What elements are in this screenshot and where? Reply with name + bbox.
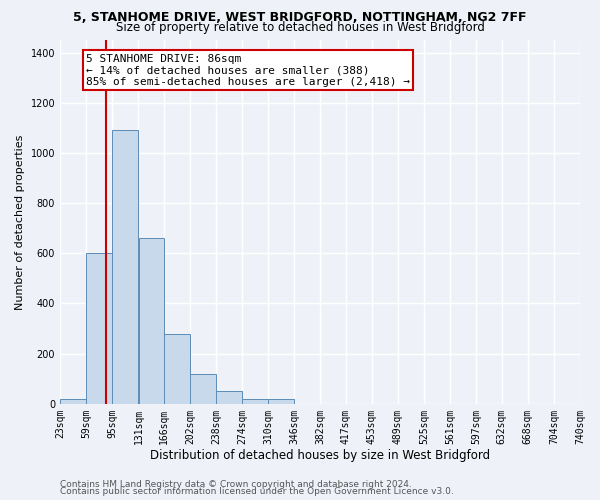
- Bar: [190, 374, 216, 404]
- Bar: [60, 399, 86, 404]
- Text: Contains public sector information licensed under the Open Government Licence v3: Contains public sector information licen…: [60, 487, 454, 496]
- Bar: [242, 399, 268, 404]
- Bar: [268, 399, 294, 404]
- Bar: [139, 238, 164, 404]
- Text: Size of property relative to detached houses in West Bridgford: Size of property relative to detached ho…: [116, 22, 484, 35]
- X-axis label: Distribution of detached houses by size in West Bridgford: Distribution of detached houses by size …: [150, 450, 490, 462]
- Text: Contains HM Land Registry data © Crown copyright and database right 2024.: Contains HM Land Registry data © Crown c…: [60, 480, 412, 489]
- Text: 5, STANHOME DRIVE, WEST BRIDGFORD, NOTTINGHAM, NG2 7FF: 5, STANHOME DRIVE, WEST BRIDGFORD, NOTTI…: [73, 11, 527, 24]
- Bar: [164, 334, 190, 404]
- Text: 5 STANHOME DRIVE: 86sqm
← 14% of detached houses are smaller (388)
85% of semi-d: 5 STANHOME DRIVE: 86sqm ← 14% of detache…: [86, 54, 410, 87]
- Bar: [216, 392, 242, 404]
- Bar: [112, 130, 138, 404]
- Bar: [86, 254, 112, 404]
- Y-axis label: Number of detached properties: Number of detached properties: [15, 134, 25, 310]
